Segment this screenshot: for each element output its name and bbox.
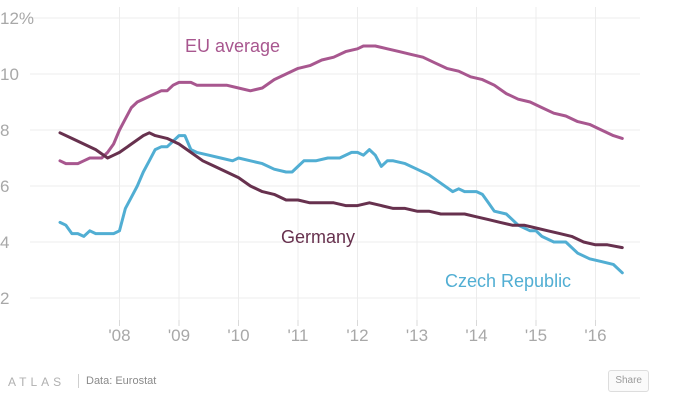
y-tick-label: 8	[0, 121, 9, 140]
y-tick-label: 12%	[0, 9, 34, 28]
series-lines	[58, 44, 624, 275]
x-tick-label: '14	[465, 326, 487, 345]
x-tick-label: '16	[584, 326, 606, 345]
series-line-eu-average	[58, 44, 624, 166]
x-tick-label: '13	[406, 326, 428, 345]
y-tick-label: 10	[0, 65, 19, 84]
series-line-germany	[58, 131, 624, 250]
x-tick-label: '08	[108, 326, 130, 345]
y-tick-label: 6	[0, 177, 9, 196]
footer-divider	[78, 374, 79, 388]
y-axis-ticks: 2 4 6 8 10 12%	[0, 9, 34, 308]
series-line-czech-republic	[58, 134, 624, 275]
x-tick-label: '09	[168, 326, 190, 345]
chart-footer: ATLAS Data: Eurostat Share	[0, 364, 675, 404]
series-label-czech-republic: Czech Republic	[445, 271, 571, 291]
x-axis-ticks: '08 '09 '10 '11 '12 '13 '14 '15 '16	[108, 326, 606, 345]
share-button[interactable]: Share	[608, 370, 649, 392]
x-tick-label: '15	[525, 326, 547, 345]
y-tick-label: 4	[0, 233, 9, 252]
series-label-eu-average: EU average	[185, 36, 280, 56]
gridlines	[30, 7, 640, 326]
x-tick-label: '12	[346, 326, 368, 345]
series-label-germany: Germany	[281, 227, 355, 247]
line-chart: 2 4 6 8 10 12% '08 '09 '10 '11 '12 '13 '14 '15 '16 EU…	[0, 7, 640, 345]
series-labels: EU average Czech Republic Germany	[185, 36, 571, 291]
data-source: Data: Eurostat	[86, 375, 157, 387]
x-tick-label: '11	[288, 326, 309, 345]
x-tick-label: '10	[227, 326, 249, 345]
y-tick-label: 2	[0, 289, 9, 308]
brand-logo: ATLAS	[8, 375, 66, 389]
